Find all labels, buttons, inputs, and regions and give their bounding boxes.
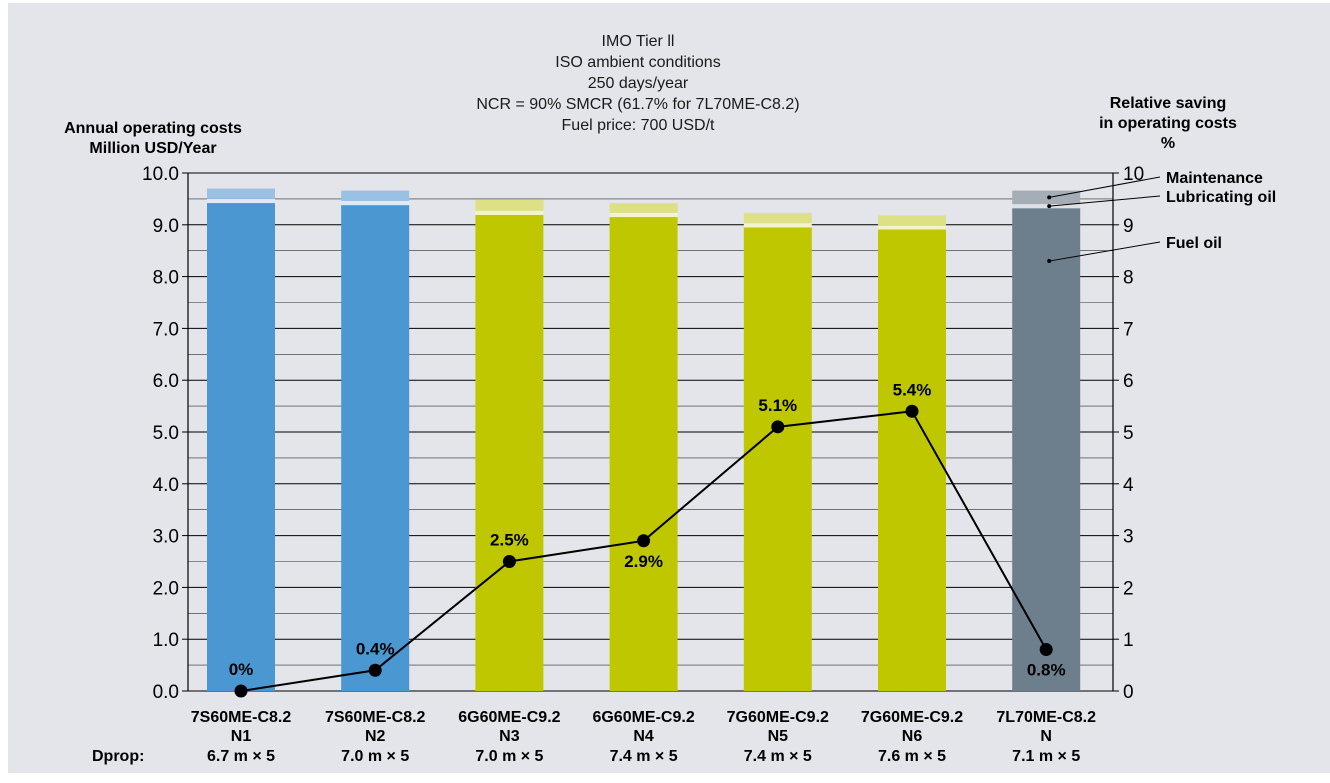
y-left-tick-label: 8.0 bbox=[153, 268, 179, 289]
bar-lubricating-oil bbox=[207, 198, 275, 204]
bar-maintenance bbox=[878, 215, 946, 226]
x-category-case: N6 bbox=[902, 728, 923, 745]
saving-point bbox=[905, 404, 919, 418]
x-category-dprop: 7.4 m × 5 bbox=[744, 748, 812, 765]
x-category-dprop: 7.4 m × 5 bbox=[610, 748, 678, 765]
bar-lubricating-oil bbox=[1012, 204, 1081, 209]
bar-maintenance bbox=[341, 190, 410, 201]
bar-fuel-oil bbox=[341, 205, 410, 691]
saving-point bbox=[771, 420, 785, 434]
chart-title-line: ISO ambient conditions bbox=[555, 54, 720, 71]
y-right-tick-label: 7 bbox=[1123, 319, 1134, 340]
bar-lubricating-oil bbox=[475, 210, 544, 215]
bar-maintenance bbox=[743, 212, 812, 224]
y-right-tick-label: 1 bbox=[1123, 630, 1134, 651]
x-category-dprop: 7.0 m × 5 bbox=[475, 748, 543, 765]
x-category-engine: 7S60ME-C8.2 bbox=[191, 709, 292, 726]
y-left-tick-label: 0.0 bbox=[153, 682, 179, 703]
y-right-tick-label: 8 bbox=[1123, 268, 1134, 289]
saving-point bbox=[502, 555, 516, 568]
y-left-tick-label: 7.0 bbox=[153, 319, 179, 340]
legend-callout-line-lubricating-oil bbox=[1049, 195, 1161, 207]
y-left-tick-label: 9.0 bbox=[153, 216, 179, 237]
legend-callout-line-fuel-oil bbox=[1049, 241, 1161, 262]
x-category-engine: 7G60ME-C9.2 bbox=[861, 709, 963, 726]
y-left-tick-label: 3.0 bbox=[153, 527, 179, 548]
bar-maintenance bbox=[609, 203, 678, 213]
bar-lubricating-oil bbox=[878, 225, 946, 230]
x-category-case: N4 bbox=[633, 728, 654, 745]
y-right-tick-label: 2 bbox=[1123, 578, 1134, 599]
bar-maintenance bbox=[475, 199, 544, 211]
y-left-tick-label: 4.0 bbox=[153, 475, 179, 496]
x-category-engine: 6G60ME-C9.2 bbox=[458, 709, 560, 726]
bar-lubricating-oil bbox=[743, 223, 812, 228]
x-category-engine: 7L70ME-C8.2 bbox=[996, 709, 1096, 726]
saving-point bbox=[637, 534, 651, 548]
legend-label-maintenance: Maintenance bbox=[1166, 170, 1263, 187]
x-category-dprop: 7.1 m × 5 bbox=[1012, 748, 1080, 765]
bar-fuel-oil bbox=[609, 217, 678, 691]
y-right-tick-label: 0 bbox=[1123, 682, 1134, 703]
saving-data-label: 0.4% bbox=[356, 639, 395, 658]
x-category-engine: 7S60ME-C8.2 bbox=[325, 709, 426, 726]
saving-point bbox=[368, 663, 382, 677]
x-category-case: N bbox=[1040, 728, 1052, 745]
y-left-tick-label: 2.0 bbox=[153, 578, 179, 599]
y-right-tick-label: 5 bbox=[1123, 423, 1134, 444]
x-category-engine: 6G60ME-C9.2 bbox=[592, 709, 694, 726]
y-left-tick-label: 1.0 bbox=[153, 630, 179, 651]
saving-data-label: 0.8% bbox=[1027, 661, 1066, 680]
x-category-case: N2 bbox=[365, 728, 386, 745]
bar-fuel-oil bbox=[1012, 208, 1081, 691]
y-right-axis-title: % bbox=[1161, 135, 1175, 152]
bar-lubricating-oil bbox=[341, 200, 410, 206]
saving-data-label: 2.5% bbox=[490, 531, 529, 550]
x-category-case: N5 bbox=[768, 728, 789, 745]
x-category-case: N3 bbox=[499, 728, 520, 745]
saving-data-label: 5.1% bbox=[758, 396, 797, 415]
bar-fuel-oil bbox=[475, 214, 544, 691]
y-right-tick-label: 10 bbox=[1123, 164, 1144, 185]
saving-point bbox=[234, 684, 248, 698]
x-category-dprop: 6.7 m × 5 bbox=[207, 748, 275, 765]
y-right-axis-title: in operating costs bbox=[1099, 115, 1237, 132]
y-right-tick-label: 4 bbox=[1123, 475, 1134, 496]
y-left-tick-label: 6.0 bbox=[153, 371, 179, 392]
y-right-axis-title: Relative saving bbox=[1110, 95, 1227, 112]
dprop-row-label: Dprop: bbox=[92, 748, 144, 765]
chart-title-line: NCR = 90% SMCR (61.7% for 7L70ME-C8.2) bbox=[476, 96, 799, 113]
chart-title-line: IMO Tier ll bbox=[602, 33, 675, 50]
legend-callout-line-maintenance bbox=[1049, 176, 1161, 198]
bar-maintenance bbox=[207, 188, 275, 199]
y-right-tick-label: 6 bbox=[1123, 371, 1134, 392]
y-left-axis-title: Annual operating costs bbox=[64, 120, 242, 137]
y-left-tick-label: 10.0 bbox=[142, 164, 179, 185]
y-right-tick-label: 9 bbox=[1123, 216, 1134, 237]
saving-point bbox=[1039, 643, 1053, 657]
legend-label-lubricating-oil: Lubricating oil bbox=[1166, 189, 1276, 206]
legend-label-fuel-oil: Fuel oil bbox=[1166, 235, 1222, 252]
bar-fuel-oil bbox=[207, 203, 275, 691]
x-category-case: N1 bbox=[231, 728, 252, 745]
x-category-dprop: 7.6 m × 5 bbox=[878, 748, 946, 765]
x-category-engine: 7G60ME-C9.2 bbox=[727, 709, 829, 726]
saving-data-label: 0% bbox=[229, 660, 254, 679]
chart-title-line: Fuel price: 700 USD/t bbox=[562, 117, 716, 134]
bar-maintenance bbox=[1012, 190, 1081, 205]
saving-data-label: 5.4% bbox=[893, 380, 932, 399]
bar-fuel-oil bbox=[878, 229, 946, 691]
y-left-tick-label: 5.0 bbox=[153, 423, 179, 444]
saving-data-label: 2.9% bbox=[624, 552, 663, 571]
chart-title-line: 250 days/year bbox=[588, 75, 689, 92]
bar-lubricating-oil bbox=[609, 212, 678, 218]
y-right-tick-label: 3 bbox=[1123, 527, 1134, 548]
x-category-dprop: 7.0 m × 5 bbox=[341, 748, 409, 765]
bar-fuel-oil bbox=[743, 227, 812, 691]
y-left-axis-title: Million USD/Year bbox=[89, 140, 216, 157]
